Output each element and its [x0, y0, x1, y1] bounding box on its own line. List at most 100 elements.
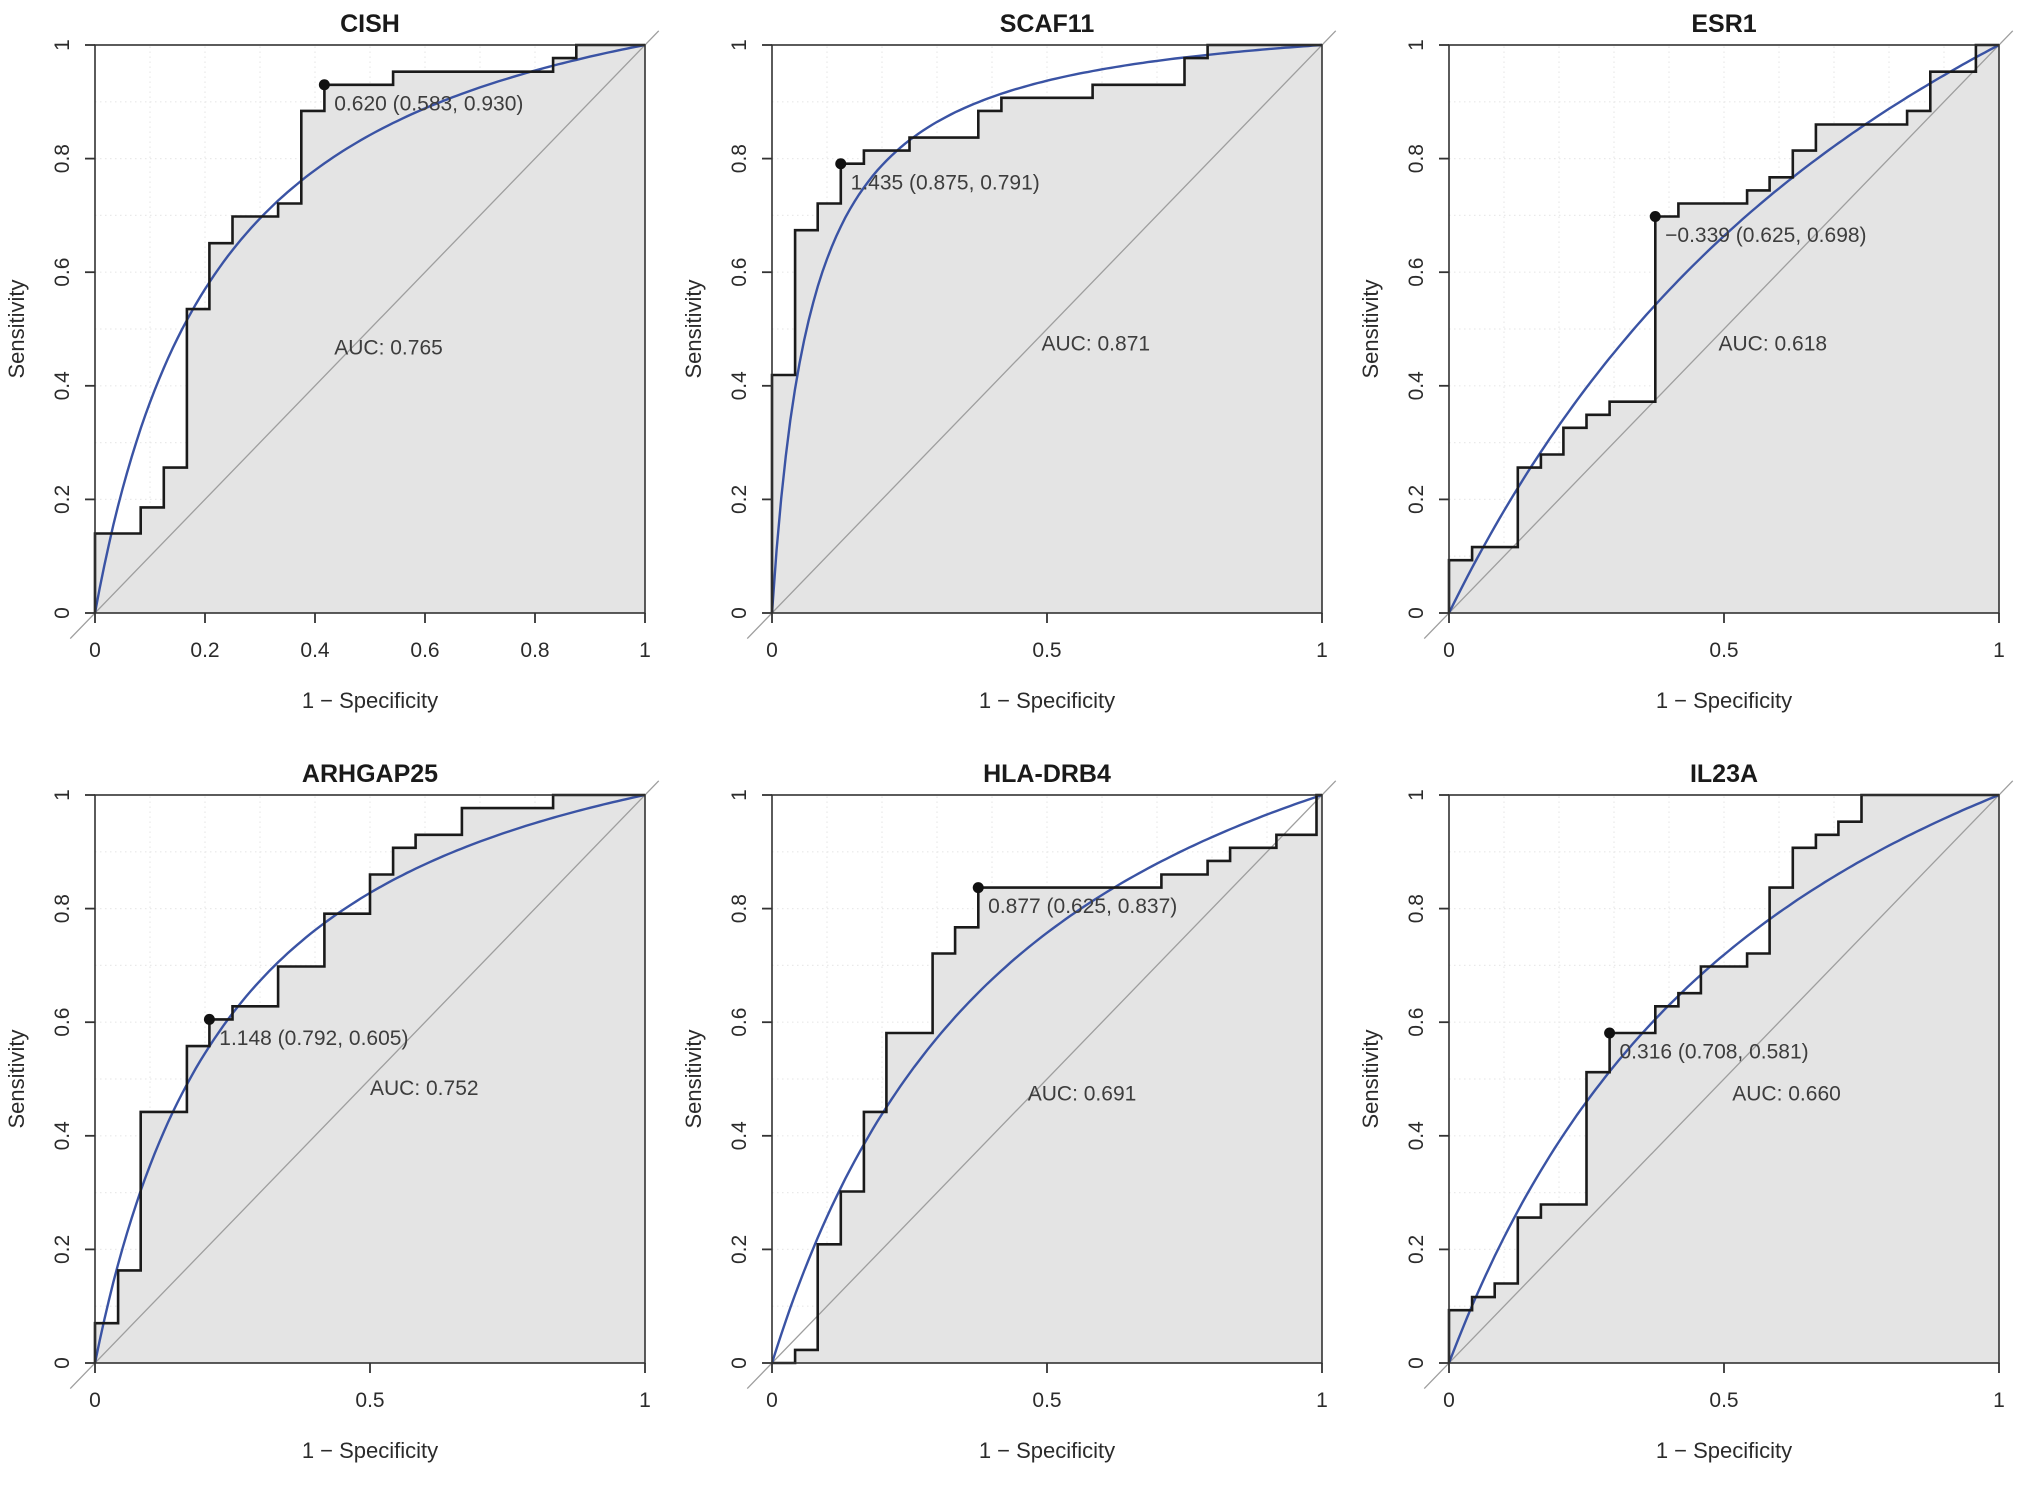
roc-panel-esr1: 0 0.5 1 0 0.2 0.4 0.6 0.8 1 ESR1 1 − Specificity…	[1354, 0, 2031, 750]
cutoff-annotation: 0.877 (0.625, 0.837)	[988, 895, 1177, 918]
x-tick-label: 0.2	[190, 639, 219, 662]
x-tick-label: 1	[639, 639, 651, 662]
y-tick-label: 0.2	[728, 485, 751, 514]
x-tick-label: 0.8	[520, 639, 549, 662]
roc-panel-hla-drb4: 0 0.5 1 0 0.2 0.4 0.6 0.8 1 HLA-DRB4 1 − Specifi…	[677, 750, 1354, 1500]
x-axis-label: 1 − Specificity	[979, 1438, 1115, 1463]
roc-plot-il23a: 0 0.5 1 0 0.2 0.4 0.6 0.8 1 IL23A 1 − Specificit…	[1358, 760, 2014, 1463]
y-tick-label: 0.2	[51, 1235, 74, 1264]
y-tick-label: 1	[728, 789, 751, 801]
y-tick-label: 0	[728, 607, 751, 619]
panel-title: SCAF11	[1000, 10, 1095, 38]
x-tick-label: 0.6	[410, 639, 439, 662]
x-tick-label: 0.5	[1032, 1389, 1061, 1412]
smooth-roc-curve	[770, 43, 1323, 614]
x-tick-label: 1	[1993, 1389, 2005, 1412]
y-tick-label: 0.6	[51, 258, 74, 287]
y-tick-label: 0.8	[728, 144, 751, 173]
cutoff-point	[318, 79, 330, 91]
y-tick-label: 0.4	[1405, 371, 1428, 401]
empirical-roc-curve	[1447, 793, 1999, 1363]
cutoff-point	[835, 158, 847, 170]
x-tick-label: 0	[89, 1389, 101, 1412]
auc-annotation: AUC: 0.765	[334, 337, 443, 360]
roc-plot-esr1: 0 0.5 1 0 0.2 0.4 0.6 0.8 1 ESR1 1 − Specificity…	[1358, 10, 2014, 713]
y-tick-label: 1	[51, 39, 74, 51]
cutoff-annotation: 1.435 (0.875, 0.791)	[851, 171, 1040, 194]
x-tick-label: 1	[1993, 639, 2005, 662]
y-tick-label: 0.8	[1405, 894, 1428, 923]
roc-panel-cish: 0 0.2 0.4 0.6 0.8 1 0 0.2 0.4 0.6 0.8 1 CISH 1 − Sp…	[0, 0, 677, 750]
roc-panel-scaf11: 0 0.5 1 0 0.2 0.4 0.6 0.8 1 SCAF11 1 − Specifici…	[677, 0, 1354, 750]
y-tick-label: 0.2	[51, 485, 74, 514]
y-tick-label: 0	[51, 607, 74, 619]
x-tick-label: 0	[766, 1389, 778, 1412]
cutoff-point	[1604, 1027, 1616, 1039]
panel-title: CISH	[340, 10, 400, 38]
empirical-roc-curve	[770, 43, 1322, 613]
auc-annotation: AUC: 0.691	[1028, 1083, 1137, 1106]
x-tick-label: 1	[639, 1389, 651, 1412]
x-tick-label: 0	[1443, 1389, 1455, 1412]
y-tick-label: 0.8	[1405, 144, 1428, 173]
auc-annotation: AUC: 0.660	[1732, 1083, 1841, 1106]
x-tick-label: 0.5	[355, 1389, 384, 1412]
y-tick-label: 0.4	[1405, 1121, 1428, 1151]
plot-box	[94, 44, 646, 614]
auc-annotation: AUC: 0.871	[1042, 333, 1151, 356]
y-axis-label: Sensitivity	[1358, 279, 1383, 378]
empirical-roc-curve	[772, 793, 1322, 1365]
y-tick-label: 1	[1405, 789, 1428, 801]
y-tick-label: 0.8	[728, 894, 751, 923]
identity-diagonal	[69, 30, 660, 640]
x-tick-label: 1	[1316, 639, 1328, 662]
cutoff-annotation: 1.148 (0.792, 0.605)	[219, 1027, 408, 1050]
auc-annotation: AUC: 0.618	[1719, 333, 1828, 356]
x-axis-label: 1 − Specificity	[979, 688, 1115, 713]
identity-diagonal	[1423, 30, 2014, 640]
y-tick-label: 1	[728, 39, 751, 51]
x-axis-label: 1 − Specificity	[302, 1438, 438, 1463]
y-tick-label: 0.4	[51, 1121, 74, 1151]
identity-diagonal	[69, 780, 660, 1390]
y-tick-label: 0.4	[51, 371, 74, 401]
y-tick-label: 1	[1405, 39, 1428, 51]
y-tick-label: 0.8	[51, 894, 74, 923]
x-tick-label: 0.4	[300, 639, 330, 662]
panel-title: ARHGAP25	[302, 760, 438, 788]
y-tick-label: 0	[1405, 607, 1428, 619]
roc-panel-arhgap25: 0 0.5 1 0 0.2 0.4 0.6 0.8 1 ARHGAP25 1 − Specifi…	[0, 750, 677, 1500]
x-tick-label: 1	[1316, 1389, 1328, 1412]
x-axis-label: 1 − Specificity	[302, 688, 438, 713]
x-axis-label: 1 − Specificity	[1656, 688, 1792, 713]
x-axis-label: 1 − Specificity	[1656, 1438, 1792, 1463]
cutoff-annotation: 0.316 (0.708, 0.581)	[1620, 1041, 1809, 1064]
identity-diagonal	[746, 780, 1337, 1390]
y-tick-label: 0.6	[51, 1008, 74, 1037]
x-tick-label: 0	[766, 639, 778, 662]
smooth-roc-curve	[1447, 43, 2000, 614]
cutoff-point	[972, 882, 984, 894]
x-tick-label: 0	[1443, 639, 1455, 662]
empirical-roc-curve	[93, 43, 645, 613]
cutoff-point	[1649, 211, 1661, 223]
smooth-roc-curve	[1447, 793, 2000, 1364]
y-tick-label: 0.6	[1405, 258, 1428, 287]
y-tick-label: 0.2	[1405, 1235, 1428, 1264]
cutoff-point	[203, 1013, 215, 1025]
y-tick-label: 0.4	[728, 1121, 751, 1151]
y-tick-label: 0.6	[728, 258, 751, 287]
y-tick-label: 0.2	[728, 1235, 751, 1264]
y-tick-label: 1	[51, 789, 74, 801]
y-axis-label: Sensitivity	[681, 279, 706, 378]
y-axis-label: Sensitivity	[4, 1029, 29, 1128]
cutoff-annotation: −0.339 (0.625, 0.698)	[1665, 224, 1866, 247]
y-tick-label: 0.4	[728, 371, 751, 401]
y-tick-label: 0	[51, 1357, 74, 1369]
identity-diagonal	[746, 30, 1337, 640]
x-tick-label: 0	[89, 639, 101, 662]
empirical-roc-curve	[1447, 43, 1999, 613]
identity-diagonal	[1423, 780, 2014, 1390]
x-tick-label: 0.5	[1032, 639, 1061, 662]
empirical-roc-curve	[93, 793, 645, 1363]
